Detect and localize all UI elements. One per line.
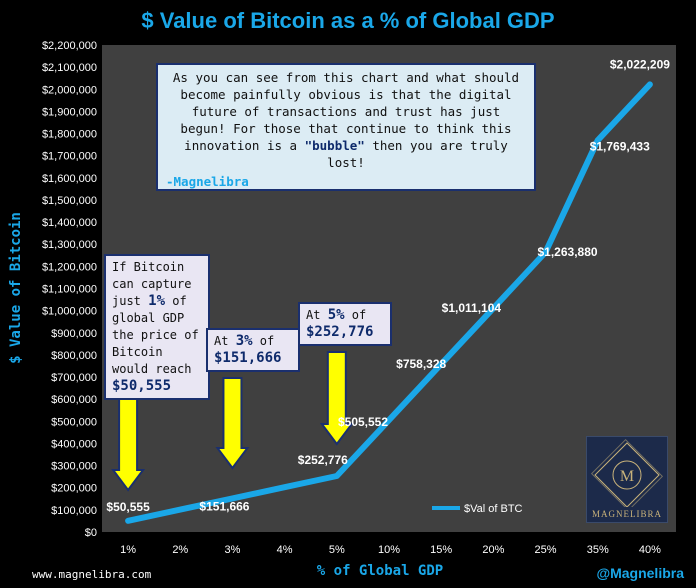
data-label: $2,022,209 <box>610 57 670 71</box>
y-tick-label: $1,600,000 <box>42 173 97 185</box>
y-tick-label: $1,900,000 <box>42 106 97 118</box>
x-tick-label: 20% <box>482 544 504 556</box>
callout-pct: 5% <box>327 307 345 323</box>
y-tick-label: $800,000 <box>51 350 97 362</box>
x-tick-label: 25% <box>535 544 557 556</box>
x-tick-label: 5% <box>329 544 345 556</box>
quote-signature: -Magnelibra <box>166 174 249 189</box>
x-axis-label: % of Global GDP <box>316 563 444 579</box>
callout-text2: of <box>259 334 275 348</box>
x-axis-ticks: 1% 2% 3% 4% 5% 10% 15% 20% 25% 35% 40% <box>120 544 661 556</box>
x-tick-label: 35% <box>587 544 609 556</box>
y-tick-label: $200,000 <box>51 483 97 495</box>
callout-pct: 3% <box>235 333 253 349</box>
chart-title: $ Value of Bitcoin as a % of Global GDP <box>141 8 555 33</box>
callout-5-percent: At 5% of $252,776 <box>298 302 392 346</box>
x-tick-label: 1% <box>120 544 136 556</box>
y-tick-label: $0 <box>85 527 97 539</box>
callout-1-percent: If Bitcoin can capture just 1% of global… <box>104 254 210 400</box>
y-tick-label: $1,200,000 <box>42 261 97 273</box>
callout-arrows <box>111 351 354 492</box>
data-label: $50,555 <box>106 500 150 514</box>
y-tick-label: $700,000 <box>51 372 97 384</box>
y-tick-label: $400,000 <box>51 438 97 450</box>
data-label: $758,328 <box>396 357 446 371</box>
callout-text: If Bitcoin can capture just <box>112 260 192 308</box>
callout-text: At <box>306 308 321 322</box>
y-axis-ticks: $0 $100,000 $200,000 $300,000 $400,000 $500,0… <box>42 40 97 539</box>
y-tick-label: $300,000 <box>51 461 97 473</box>
x-tick-label: 15% <box>430 544 452 556</box>
y-tick-label: $1,500,000 <box>42 195 97 207</box>
callout-3-percent: At 3% of $151,666 <box>206 328 300 372</box>
logo-monogram: M <box>620 468 634 485</box>
data-label: $1,263,880 <box>538 245 598 259</box>
callout-value: $151,666 <box>214 350 282 366</box>
y-tick-label: $1,100,000 <box>42 284 97 296</box>
y-tick-label: $1,800,000 <box>42 129 97 141</box>
website-link[interactable]: www.magnelibra.com <box>32 568 152 581</box>
y-tick-label: $2,000,000 <box>42 84 97 96</box>
logo-emblem-icon: M <box>590 438 664 512</box>
y-tick-label: $1,300,000 <box>42 239 97 251</box>
x-tick-label: 2% <box>172 544 188 556</box>
callout-value: $50,555 <box>112 378 172 394</box>
y-tick-label: $1,400,000 <box>42 217 97 229</box>
data-label: $151,666 <box>199 499 249 513</box>
quote-text-end: then you are truly lost! <box>327 138 508 170</box>
y-tick-label: $900,000 <box>51 328 97 340</box>
y-tick-label: $600,000 <box>51 394 97 406</box>
y-axis-label: $ Value of Bitcoin <box>8 212 24 364</box>
callout-pct: 1% <box>148 293 165 309</box>
y-tick-label: $1,700,000 <box>42 151 97 163</box>
data-label: $252,776 <box>298 453 348 467</box>
down-arrow-icon <box>215 377 250 470</box>
y-tick-label: $2,200,000 <box>42 40 97 52</box>
data-label: $505,552 <box>338 415 388 429</box>
x-tick-label: 10% <box>378 544 400 556</box>
y-tick-label: $100,000 <box>51 505 97 517</box>
quote-text: As you can see from this chart and what … <box>172 70 520 153</box>
y-tick-label: $500,000 <box>51 416 97 428</box>
logo-text: MAGNELIBRA <box>592 509 662 519</box>
y-tick-label: $2,100,000 <box>42 62 97 74</box>
quote-box: As you can see from this chart and what … <box>156 63 536 191</box>
callout-value: $252,776 <box>306 324 374 340</box>
data-label: $1,769,433 <box>590 139 650 153</box>
data-labels: $50,555 $151,666 $252,776 $505,552 $758,328 $… <box>106 57 670 513</box>
data-label: $1,011,104 <box>442 301 502 315</box>
callout-text2: of <box>351 308 367 322</box>
magnelibra-logo: M MAGNELIBRA <box>586 436 668 523</box>
twitter-handle[interactable]: @Magnelibra <box>596 565 684 581</box>
series-line-val-btc <box>125 81 653 524</box>
legend-label: $Val of BTC <box>464 503 523 515</box>
legend: $Val of BTC <box>432 503 523 515</box>
down-arrow-icon <box>319 351 354 446</box>
callout-text2: of global GDP the price of Bitcoin would… <box>112 294 199 376</box>
x-tick-label: 40% <box>639 544 661 556</box>
quote-highlight: "bubble" <box>304 138 365 153</box>
x-tick-label: 4% <box>277 544 293 556</box>
callout-text: At <box>214 334 229 348</box>
y-tick-label: $1,000,000 <box>42 306 97 318</box>
x-tick-label: 3% <box>225 544 241 556</box>
